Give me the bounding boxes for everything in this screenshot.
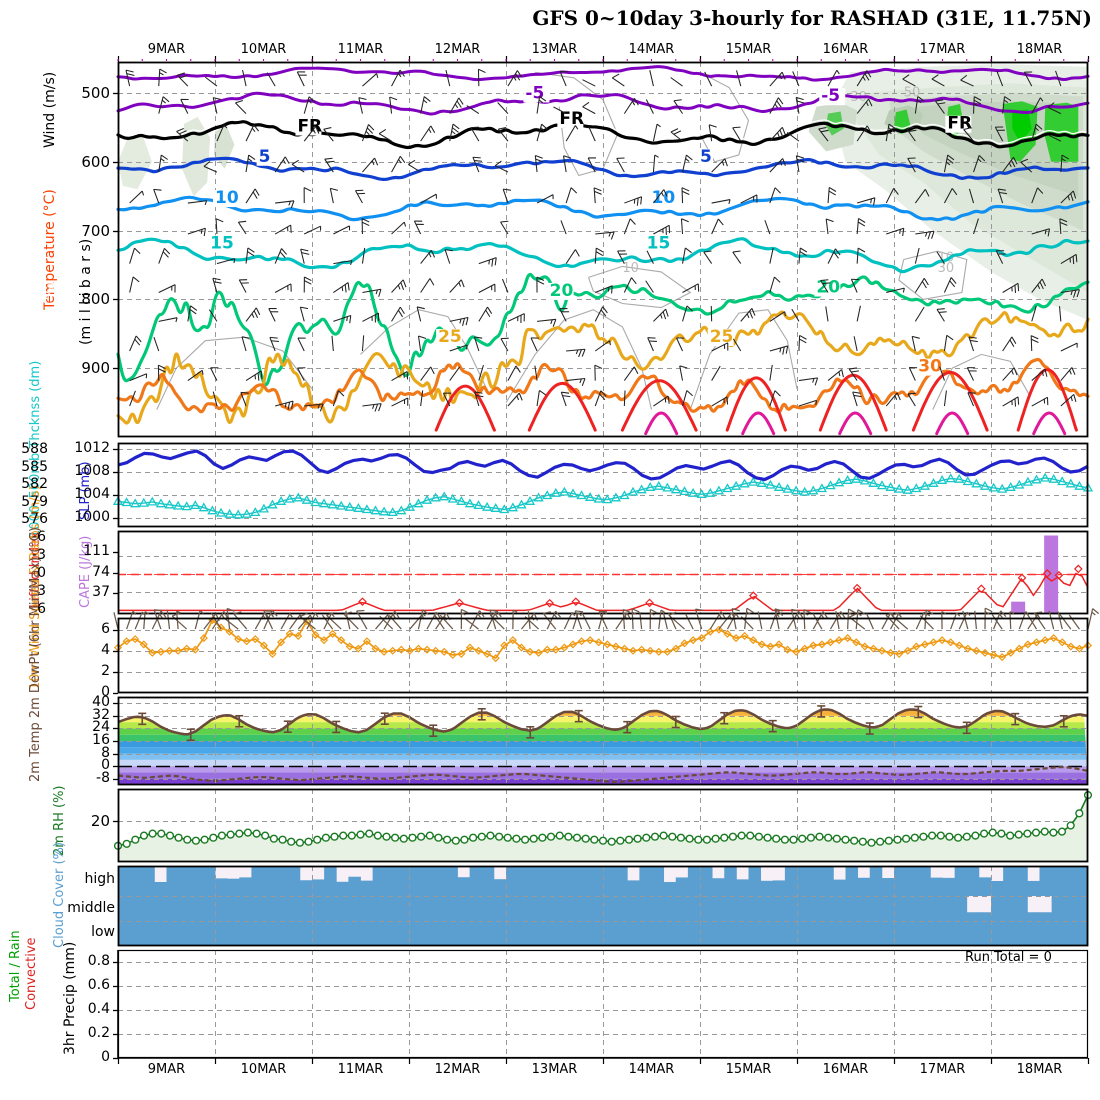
tick-thickness-585: 585 [21,458,48,475]
tick-wind-0: 0 [101,684,110,700]
tick-cape-37: 37 [92,584,110,601]
date-label-top-15mar: 15MAR [725,42,772,57]
date-label-bottom-12mar: 12MAR [434,1062,481,1077]
svg-text:-5: -5 [525,83,544,103]
svg-text:FR: FR [297,116,322,136]
date-label-top-10mar: 10MAR [240,42,287,57]
tick-slp-1004: 1004 [74,486,110,503]
tick-cape-111: 111 [83,542,110,559]
date-label-top-13mar: 13MAR [531,42,578,57]
tick-slp-1000: 1000 [74,509,110,526]
date-label-top-11mar: 11MAR [337,42,384,57]
tick-precip-0.4: 0.4 [87,1001,110,1017]
tick-temp-40: 40 [92,694,110,711]
tick-pressure-600: 600 [81,152,110,171]
svg-text:25: 25 [710,327,734,347]
tick-temp-32: 32 [92,706,110,723]
tick-temp-16: 16 [92,732,110,748]
date-label-bottom-10mar: 10MAR [240,1062,287,1077]
svg-text:-5: -5 [821,86,840,106]
tick-wind-6: 6 [101,620,110,637]
tick-lifted-index--6: -6 [32,529,46,546]
svg-text:20: 20 [550,281,574,301]
date-label-top-12mar: 12MAR [434,42,481,57]
page-title: GFS 0~10day 3-hourly for RASHAD (31E, 11… [532,6,1092,30]
tick-lifted-index-3: 3 [37,583,46,600]
svg-text:10: 10 [652,188,676,208]
axis-label-precip-convective: Convective [24,937,39,1010]
svg-text:15: 15 [647,233,671,253]
tick-lifted-index-0: 0 [37,565,46,582]
date-label-top-9mar: 9MAR [147,42,186,57]
tick-precip-0: 0 [101,1049,110,1065]
date-label-bottom-11mar: 11MAR [337,1062,384,1077]
cloud-row-label-middle: middle [67,900,115,916]
svg-text:5: 5 [700,147,712,167]
date-label-top-18mar: 18MAR [1016,42,1063,57]
tick-thickness-579: 579 [21,493,48,510]
svg-text:20: 20 [816,278,840,298]
date-label-bottom-13mar: 13MAR [531,1062,578,1077]
tick-thickness-588: 588 [21,441,48,457]
tick-pressure-500: 500 [81,83,110,102]
svg-text:25: 25 [438,327,462,347]
tick-temp-24: 24 [92,719,110,736]
tick-precip-0.8: 0.8 [87,953,110,969]
date-label-top-14mar: 14MAR [628,42,675,57]
tick-wind-2: 2 [101,662,110,679]
tick-temp-0: 0 [101,757,110,774]
date-label-bottom-17mar: 17MAR [919,1062,966,1077]
date-label-bottom-16mar: 16MAR [822,1062,869,1077]
tick-rh-20: 20 [90,812,110,831]
date-label-bottom-18mar: 18MAR [1016,1062,1063,1077]
svg-text:FR: FR [947,114,972,134]
cloud-row-label-high: high [84,871,115,887]
svg-text:30: 30 [938,261,955,276]
tick-slp-1012: 1012 [74,439,110,456]
svg-text:5: 5 [259,147,271,167]
svg-text:15: 15 [210,233,234,253]
date-label-bottom-9mar: 9MAR [147,1062,186,1077]
tick-temp-8: 8 [101,744,110,761]
tick-precip-0.6: 0.6 [87,977,110,993]
tick-pressure-700: 700 [81,221,110,240]
date-label-bottom-15mar: 15MAR [725,1062,772,1077]
date-label-top-17mar: 17MAR [919,42,966,57]
date-label-bottom-14mar: 14MAR [628,1062,675,1077]
axis-label-precip-total: Total / Rain [8,930,23,1002]
tick-wind-4: 4 [101,641,110,658]
tick-temp--8: -8 [96,769,110,786]
svg-text:10: 10 [622,261,639,276]
svg-text:FR: FR [559,109,584,129]
tick-thickness-582: 582 [21,476,48,492]
svg-text:30: 30 [918,357,942,377]
svg-text:50: 50 [904,85,921,100]
tick-lifted-index-6: 6 [37,601,46,618]
tick-slp-1008: 1008 [74,462,110,479]
run-total-annotation: Run Total = 0 [965,950,1052,965]
tick-cape-74: 74 [92,563,110,580]
cloud-row-label-low: low [91,924,115,940]
date-label-top-16mar: 16MAR [822,42,869,57]
tick-thickness-576: 576 [21,511,48,527]
tick-lifted-index--3: -3 [32,547,46,564]
svg-text:10: 10 [215,188,239,208]
tick-precip-0.2: 0.2 [87,1025,110,1041]
tick-pressure-900: 900 [81,359,110,378]
tick-pressure-800: 800 [81,290,110,309]
